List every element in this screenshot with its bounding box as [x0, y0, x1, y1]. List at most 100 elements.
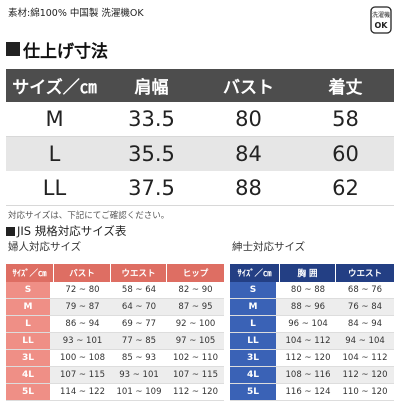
- material-info: 素材:綿100% 中国製 洗濯機OK: [8, 8, 144, 19]
- ladies-size-title: 婦人対応サイズ: [8, 241, 82, 253]
- size-cell: LL: [6, 333, 50, 349]
- size-cell: 3L: [6, 350, 50, 366]
- table-row: 5L 116 ~ 124 110 ~ 120: [230, 384, 394, 401]
- table-row: M 33.5 80 58: [6, 102, 394, 137]
- table-row: 3L 100 ~ 108 85 ~ 93 102 ~ 110: [6, 350, 224, 367]
- table-row: L 35.5 84 60: [6, 137, 394, 171]
- bust-cell: 93 ~ 101: [62, 336, 103, 346]
- size-cell: S: [6, 282, 50, 298]
- shoulder-cell: 35.5: [128, 142, 175, 166]
- ladies-header-row: ｻｲｽﾞ／㎝ バスト ウエスト ヒップ: [6, 264, 224, 282]
- bust-cell: 84: [235, 142, 262, 166]
- waist-cell: 104 ~ 112: [342, 353, 388, 363]
- chest-cell: 108 ~ 116: [285, 370, 331, 380]
- bust-cell: 88: [235, 176, 262, 200]
- length-cell: 62: [332, 176, 359, 200]
- chest-cell: 88 ~ 96: [290, 302, 326, 312]
- waist-cell: 112 ~ 120: [342, 370, 388, 380]
- hip-cell: 102 ~ 110: [173, 353, 218, 363]
- hip-cell: 112 ~ 120: [173, 387, 218, 397]
- bust-cell: 107 ~ 115: [60, 370, 105, 380]
- column-header: 胸 囲: [280, 264, 336, 282]
- waist-cell: 110 ~ 120: [342, 387, 388, 397]
- waist-cell: 84 ~ 94: [347, 319, 383, 329]
- waist-cell: 58 ~ 64: [121, 285, 157, 295]
- size-cell: 4L: [6, 367, 50, 383]
- hip-cell: 87 ~ 95: [178, 302, 213, 312]
- column-header: ｻｲｽﾞ／㎝: [6, 264, 54, 282]
- table-row: S 80 ~ 88 68 ~ 76: [230, 282, 394, 299]
- waist-cell: 76 ~ 84: [347, 302, 383, 312]
- hip-cell: 82 ~ 90: [178, 285, 213, 295]
- size-cell: M: [45, 107, 64, 131]
- bust-cell: 114 ~ 122: [60, 387, 105, 397]
- chest-cell: 80 ~ 88: [290, 285, 326, 295]
- column-header: サイズ／㎝: [12, 78, 97, 98]
- length-cell: 60: [332, 142, 359, 166]
- size-cell: M: [230, 299, 276, 315]
- size-cell: LL: [230, 333, 276, 349]
- chest-cell: 112 ~ 120: [285, 353, 331, 363]
- size-cell: 5L: [6, 384, 50, 400]
- table-row: M 79 ~ 87 64 ~ 70 87 ~ 95: [6, 299, 224, 316]
- finished-size-table: サイズ／㎝ 肩幅 バスト 着丈 M 33.5 80 58 L 35.5 84 6…: [6, 69, 394, 206]
- size-cell: M: [6, 299, 50, 315]
- shoulder-cell: 33.5: [128, 107, 175, 131]
- bust-cell: 72 ~ 80: [65, 285, 100, 295]
- column-header: ウエスト: [336, 264, 394, 282]
- table-row: M 88 ~ 96 76 ~ 84: [230, 299, 394, 316]
- hip-cell: 107 ~ 115: [173, 370, 218, 380]
- bust-cell: 86 ~ 94: [65, 319, 100, 329]
- mens-size-title: 紳士対応サイズ: [232, 241, 306, 253]
- column-header: ウエスト: [111, 264, 167, 282]
- hip-cell: 92 ~ 100: [175, 319, 216, 329]
- wash-label-bottom: OK: [375, 21, 389, 30]
- size-cell: L: [48, 142, 61, 166]
- column-header: バスト: [223, 78, 274, 98]
- waist-cell: 77 ~ 85: [121, 336, 157, 346]
- waist-cell: 94 ~ 104: [345, 336, 385, 346]
- size-cell: 4L: [230, 367, 276, 383]
- bust-cell: 100 ~ 108: [60, 353, 105, 363]
- chest-cell: 96 ~ 104: [288, 319, 328, 329]
- table-row: LL 37.5 88 62: [6, 171, 394, 206]
- waist-cell: 101 ~ 109: [116, 387, 162, 397]
- finished-size-header-row: サイズ／㎝ 肩幅 バスト 着丈: [6, 69, 394, 102]
- bust-cell: 79 ~ 87: [65, 302, 100, 312]
- table-row: LL 104 ~ 112 94 ~ 104: [230, 333, 394, 350]
- square-bullet-icon: [6, 42, 20, 56]
- size-note: 対応サイズは、下記にてご確認ください。: [8, 211, 170, 221]
- column-header: 着丈: [328, 78, 363, 98]
- size-cell: L: [6, 316, 50, 332]
- table-row: S 72 ~ 80 58 ~ 64 82 ~ 90: [6, 282, 224, 299]
- size-cell: L: [230, 316, 276, 332]
- waist-cell: 93 ~ 101: [119, 370, 159, 380]
- waist-cell: 69 ~ 77: [121, 319, 157, 329]
- table-row: L 86 ~ 94 69 ~ 77 92 ~ 100: [6, 316, 224, 333]
- square-bullet-icon: [6, 226, 15, 236]
- table-row: 4L 108 ~ 116 112 ~ 120: [230, 367, 394, 384]
- washing-machine-ok-icon: 洗濯機 OK: [370, 6, 392, 34]
- waist-cell: 85 ~ 93: [121, 353, 157, 363]
- table-row: LL 93 ~ 101 77 ~ 85 97 ~ 105: [6, 333, 224, 350]
- table-row: 4L 107 ~ 115 93 ~ 101 107 ~ 115: [6, 367, 224, 384]
- jis-title-text: JIS 規格対応サイズ表: [17, 224, 127, 238]
- finished-size-title: 仕上げ寸法: [6, 38, 108, 62]
- bust-cell: 80: [235, 107, 262, 131]
- column-header: ｻｲｽﾞ／㎝: [230, 264, 280, 282]
- size-cell: S: [230, 282, 276, 298]
- mens-size-table: ｻｲｽﾞ／㎝ 胸 囲 ウエスト S 80 ~ 88 68 ~ 76 M 88 ~…: [230, 264, 394, 401]
- hip-cell: 97 ~ 105: [175, 336, 216, 346]
- column-header: バスト: [54, 264, 111, 282]
- wash-label-top: 洗濯機: [372, 11, 390, 19]
- jis-title: JIS 規格対応サイズ表: [6, 223, 126, 239]
- column-header: 肩幅: [134, 78, 169, 98]
- shoulder-cell: 37.5: [128, 176, 175, 200]
- length-cell: 58: [332, 107, 359, 131]
- waist-cell: 64 ~ 70: [121, 302, 157, 312]
- size-cell: 3L: [230, 350, 276, 366]
- table-row: 3L 112 ~ 120 104 ~ 112: [230, 350, 394, 367]
- waist-cell: 68 ~ 76: [347, 285, 383, 295]
- size-cell: LL: [42, 176, 67, 200]
- mens-header-row: ｻｲｽﾞ／㎝ 胸 囲 ウエスト: [230, 264, 394, 282]
